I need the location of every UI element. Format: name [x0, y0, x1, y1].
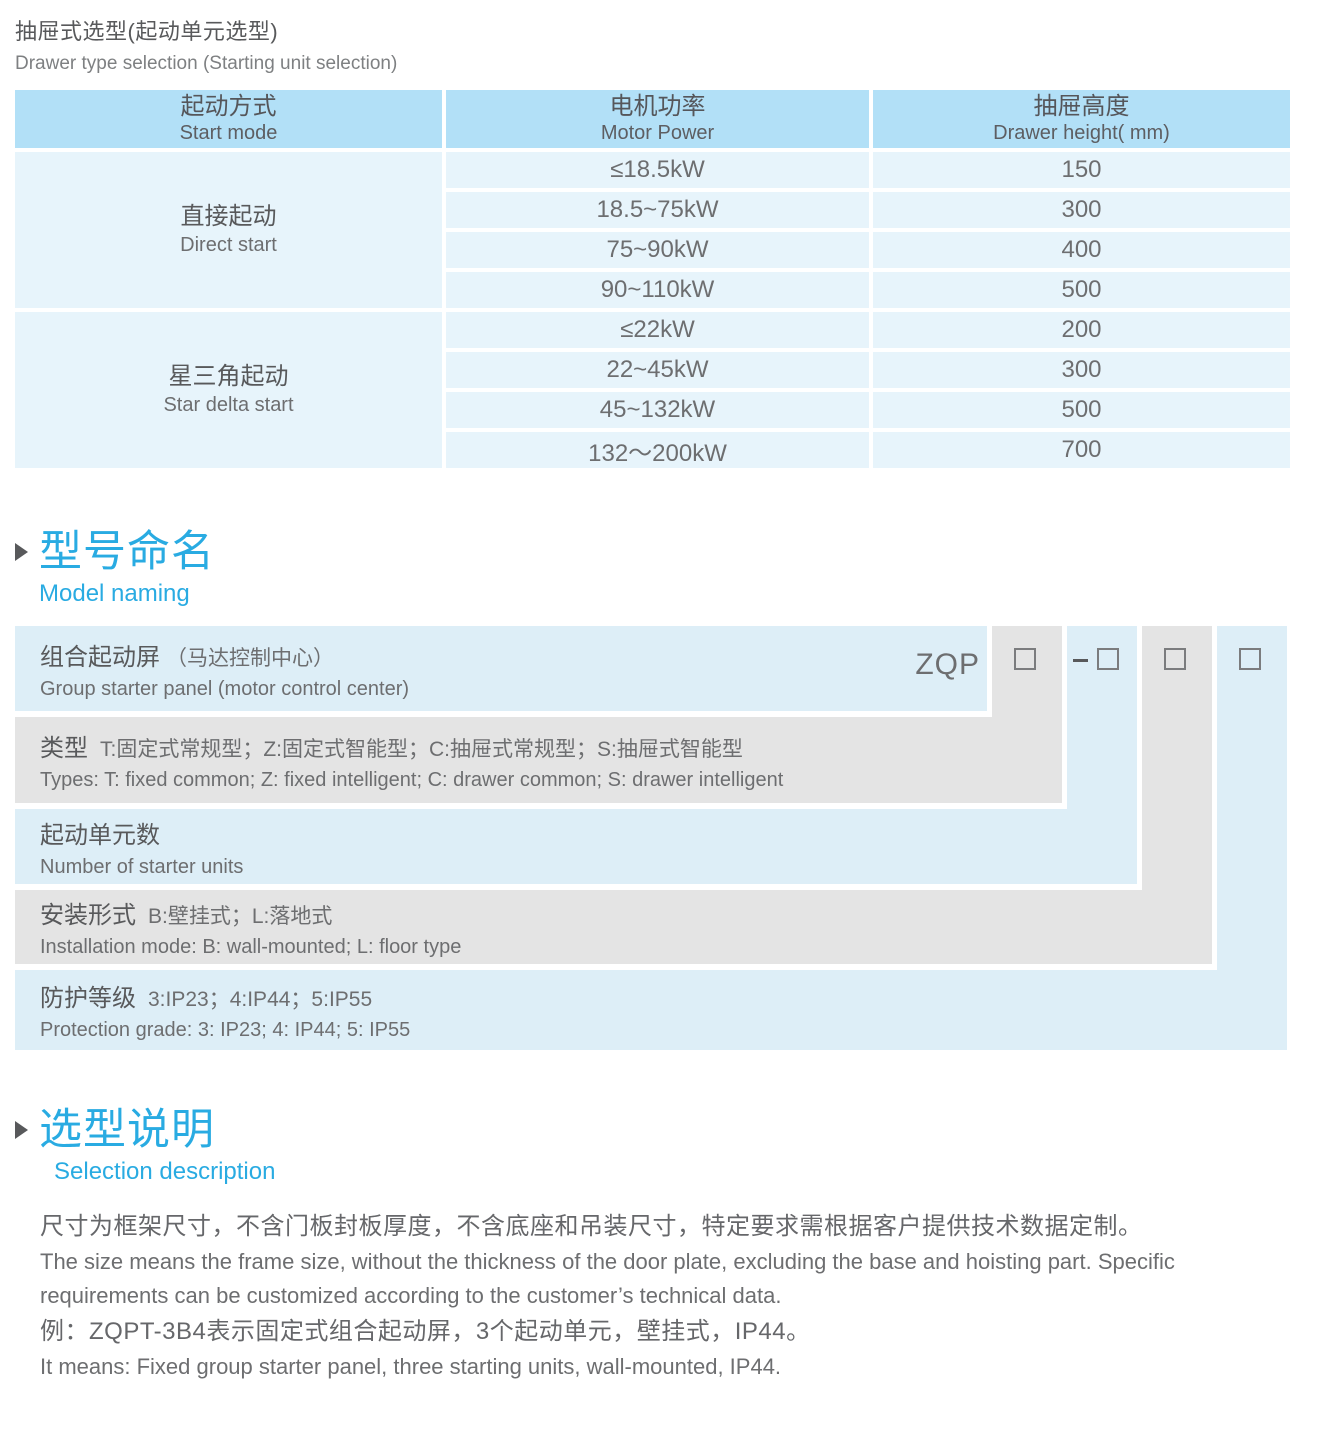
- power-cell: 22~45kW: [446, 352, 869, 388]
- page-title-en: Drawer type selection (Starting unit sel…: [15, 53, 398, 74]
- power-cell: 90~110kW: [446, 272, 869, 308]
- height-cell: 500: [873, 272, 1290, 308]
- mn-row-installation-mode: 安装形式 B:壁挂式；L:落地式 Installation mode: B: wa…: [15, 890, 1212, 964]
- desc-example-en: It means: Fixed group starter panel, thr…: [40, 1354, 782, 1379]
- mn-row-types: 类型 T:固定式常规型；Z:固定式智能型；C:抽屉式常规型；S:抽屉式智能型 Ty…: [15, 717, 1062, 803]
- mn-row-label-cn: 防护等级: [40, 985, 136, 1012]
- desc-example-cn: 例：ZQPT-3B4表示固定式组合起动屏，3个起动单元，壁挂式，IP44。: [40, 1318, 811, 1345]
- section-title-en: Selection description: [54, 1158, 276, 1185]
- height-cell: 700: [873, 432, 1290, 468]
- table-header-motor-power: 电机功率 Motor Power: [446, 90, 869, 148]
- mn-row-en: Number of starter units: [40, 855, 244, 878]
- height-cell: 500: [873, 392, 1290, 428]
- group-label-cn: 星三角起动: [168, 363, 289, 390]
- mn-row-protection-grade: 防护等级 3:IP23；4:IP44；5:IP55 Protection grad…: [15, 970, 1287, 1050]
- height-cell: 200: [873, 312, 1290, 348]
- triangle-bullet-icon: [15, 1121, 28, 1139]
- code-box-installation: [1164, 648, 1186, 670]
- height-cell: 400: [873, 232, 1290, 268]
- mn-row-label-cn: 组合起动屏: [40, 643, 160, 671]
- selection-description-body: 尺寸为框架尺寸，不含门板封板厚度，不含底座和吊装尺寸，特定要求需根据客户提供技术…: [40, 1209, 1290, 1384]
- drawer-selection-table: 起动方式 Start mode 电机功率 Motor Power 抽屉高度 Dr…: [15, 90, 1290, 468]
- page-title-cn: 抽屉式选型(起动单元选型): [15, 19, 279, 44]
- header-en: Start mode: [179, 122, 278, 144]
- height-cell: 150: [873, 152, 1290, 188]
- group-label-cn: 直接起动: [180, 203, 277, 230]
- section-heading-selection-description: 选型说明 Selection description: [15, 1106, 1290, 1187]
- power-cell: 75~90kW: [446, 232, 869, 268]
- mn-row-label-cn: 类型: [40, 735, 88, 762]
- code-box-units: [1097, 648, 1119, 670]
- mn-row-label-cn: 安装形式: [40, 902, 136, 929]
- power-cell: 132～200kW: [446, 432, 869, 468]
- mn-row-en: Types: T: fixed common; Z: fixed intelli…: [40, 769, 784, 791]
- page: 抽屉式选型(起动单元选型) Drawer type selection (Sta…: [15, 14, 1290, 1384]
- group-label-en: Direct start: [180, 234, 277, 256]
- mn-row-en: Installation mode: B: wall-mounted; L: f…: [40, 936, 462, 958]
- section-title-cn: 选型说明: [39, 1106, 215, 1154]
- mn-row-label-cn: 起动单元数: [40, 821, 160, 849]
- section-title-en: Model naming: [39, 580, 190, 607]
- model-naming-diagram: 组合起动屏 （马达控制中心） Group starter panel (motor…: [15, 626, 1290, 1050]
- mn-row-starter-units: 起动单元数 Number of starter units: [15, 809, 1137, 884]
- model-prefix: ZQP: [915, 648, 980, 681]
- mn-row-group-starter-panel: 组合起动屏 （马达控制中心） Group starter panel (motor…: [15, 626, 987, 711]
- power-cell: 45~132kW: [446, 392, 869, 428]
- group-label-en: Star delta start: [163, 394, 294, 416]
- header-en: Motor Power: [600, 122, 715, 144]
- code-box-type: [1014, 648, 1036, 670]
- height-cell: 300: [873, 352, 1290, 388]
- header-cn: 电机功率: [609, 93, 706, 120]
- header-cn: 起动方式: [180, 93, 277, 120]
- section-heading-model-naming: 型号命名 Model naming: [15, 528, 1290, 609]
- table-group-label-direct-start: 直接起动 Direct start: [15, 152, 442, 308]
- mn-row-en: Group starter panel (motor control cente…: [40, 677, 410, 700]
- mn-row-rest-cn: B:壁挂式；L:落地式: [148, 905, 333, 928]
- mn-row-rest-cn: T:固定式常规型；Z:固定式智能型；C:抽屉式常规型；S:抽屉式智能型: [100, 738, 743, 761]
- table-header-drawer-height: 抽屉高度 Drawer height( mm): [873, 90, 1290, 148]
- desc-paragraph-cn: 尺寸为框架尺寸，不含门板封板厚度，不含底座和吊装尺寸，特定要求需根据客户提供技术…: [40, 1213, 1143, 1240]
- table-header-start-mode: 起动方式 Start mode: [15, 90, 442, 148]
- triangle-bullet-icon: [15, 543, 28, 561]
- mn-row-rest-cn: 3:IP23；4:IP44；5:IP55: [148, 988, 373, 1011]
- mn-row-rest-cn: （马达控制中心）: [166, 646, 334, 670]
- code-box-protection: [1239, 648, 1261, 670]
- power-cell: 18.5~75kW: [446, 192, 869, 228]
- desc-paragraph-en: The size means the frame size, without t…: [40, 1249, 1175, 1308]
- height-cell: 300: [873, 192, 1290, 228]
- header-cn: 抽屉高度: [1033, 93, 1130, 120]
- mn-row-en: Protection grade: 3: IP23; 4: IP44; 5: I…: [40, 1019, 411, 1041]
- section-title-cn: 型号命名: [39, 528, 215, 576]
- header-en: Drawer height( mm): [993, 122, 1170, 144]
- power-cell: ≤18.5kW: [446, 152, 869, 188]
- power-cell: ≤22kW: [446, 312, 869, 348]
- dash-mark: [1073, 659, 1088, 662]
- table-group-label-star-delta: 星三角起动 Star delta start: [15, 312, 442, 468]
